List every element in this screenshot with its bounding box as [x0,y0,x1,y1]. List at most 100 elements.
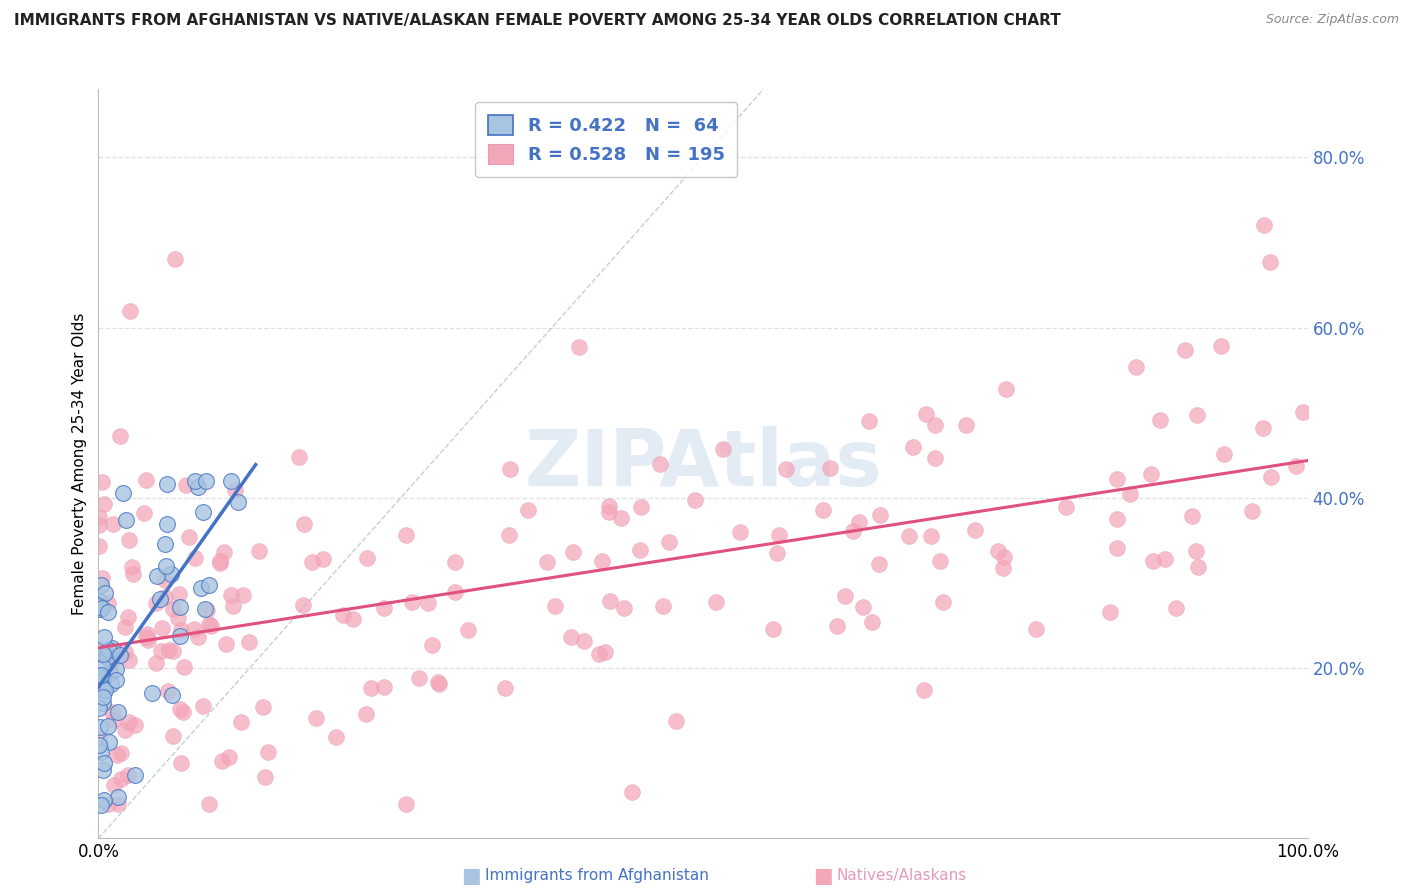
Text: IMMIGRANTS FROM AFGHANISTAN VS NATIVE/ALASKAN FEMALE POVERTY AMONG 25-34 YEAR OL: IMMIGRANTS FROM AFGHANISTAN VS NATIVE/AL… [14,13,1060,29]
Point [141,686,163,700]
Point [914,407,936,421]
Point [848,516,870,530]
Point [332,608,354,623]
Point [1107,541,1129,555]
Point [1213,447,1236,461]
Point [169,702,191,716]
Point [110,746,132,760]
Point [191,505,214,519]
Point [912,682,935,697]
Point [118,714,141,729]
Point [599,593,621,607]
Point [162,644,184,658]
Point [292,517,315,532]
Point [588,647,610,661]
Point [842,524,865,539]
Point [121,560,143,574]
Point [93,630,115,644]
Point [1107,472,1129,486]
Point [87,539,110,553]
Point [156,476,179,491]
Point [195,474,218,488]
Point [444,585,467,599]
Point [93,682,115,697]
Point [768,528,790,542]
Point [93,793,115,807]
Point [993,549,1015,564]
Point [994,382,1017,396]
Point [114,645,136,659]
Point [93,647,115,661]
Point [818,461,841,475]
Point [200,619,222,633]
Point [124,718,146,732]
Point [89,602,111,616]
Point [544,599,567,614]
Point [728,525,751,540]
Point [97,596,120,610]
Point [187,631,209,645]
Point [135,473,157,487]
Point [90,578,112,592]
Point [136,633,159,648]
Text: Natives/Alaskans: Natives/Alaskans [837,869,967,883]
Point [651,599,673,613]
Point [96,648,118,662]
Point [117,767,139,781]
Point [103,713,125,727]
Point [169,756,191,770]
Point [89,599,111,614]
Point [226,495,249,509]
Point [87,700,110,714]
Point [630,500,652,515]
Point [1258,255,1281,269]
Point [562,545,585,559]
Point [762,622,785,636]
Point [211,754,233,768]
Point [145,656,167,670]
Point [257,745,280,759]
Point [825,619,848,633]
Point [1241,504,1264,518]
Point [160,688,183,702]
Point [312,552,335,566]
Point [98,643,121,657]
Point [87,510,110,524]
Point [115,513,138,527]
Point [1098,605,1121,619]
Point [598,500,620,514]
Text: ■: ■ [461,866,481,886]
Point [929,554,952,568]
Point [176,478,198,492]
Point [457,623,479,637]
Point [93,677,115,691]
Point [97,605,120,619]
Point [498,528,520,542]
Point [924,450,946,465]
Point [219,474,242,488]
Point [197,617,219,632]
Point [153,573,176,587]
Point [187,480,209,494]
Point [516,503,538,517]
Point [860,615,883,629]
Point [114,620,136,634]
Point [427,677,450,691]
Point [212,545,235,559]
Point [536,555,558,569]
Point [1253,219,1275,233]
Point [1119,487,1142,501]
Point [920,529,942,543]
Point [628,543,651,558]
Point [924,417,946,432]
Point [124,768,146,782]
Point [955,417,977,432]
Point [91,681,114,696]
Point [613,600,636,615]
Point [90,745,112,759]
Point [208,554,231,568]
Point [103,516,125,531]
Point [111,486,134,500]
Point [97,797,120,812]
Point [229,714,252,729]
